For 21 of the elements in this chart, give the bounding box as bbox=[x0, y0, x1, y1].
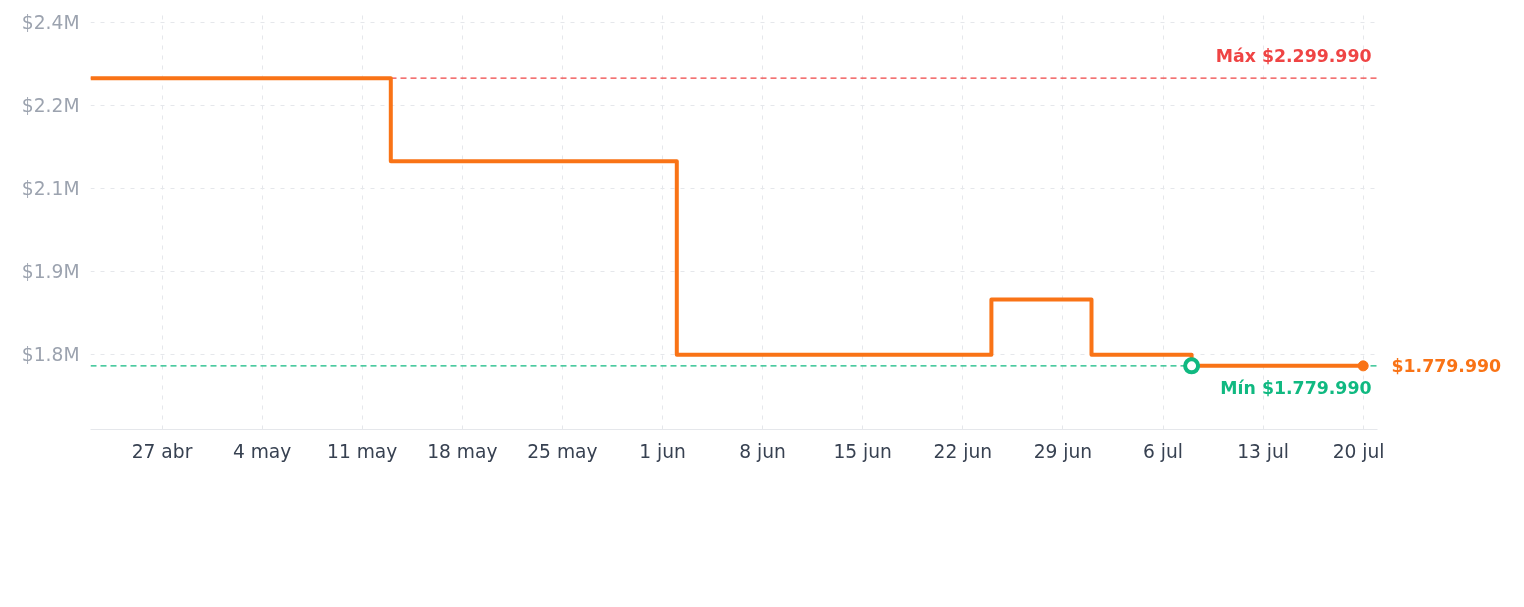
x-tick-label: 25 may bbox=[527, 440, 598, 462]
x-tick-label: 29 jun bbox=[1033, 440, 1093, 462]
x-tick-label: 22 jun bbox=[933, 440, 993, 462]
x-tick-label: 27 abr bbox=[131, 440, 193, 462]
annotation: $1.779.990 bbox=[1391, 355, 1502, 376]
x-tick-label: 11 may bbox=[327, 440, 398, 462]
ref-line-label: Mín $1.779.990 bbox=[1220, 377, 1372, 398]
x-tick-label: 18 may bbox=[427, 440, 498, 462]
x-tick-label: 13 jul bbox=[1237, 440, 1290, 462]
y-tick-label: $2.4M bbox=[21, 12, 80, 34]
x-tick-label: 1 jun bbox=[639, 440, 686, 462]
y-tick-label: $1.8M bbox=[21, 344, 80, 366]
y-tick-label: $2.2M bbox=[21, 95, 80, 117]
x-tick-label: 15 jun bbox=[833, 440, 892, 462]
x-tick-label: 4 may bbox=[232, 440, 292, 462]
x-tick-label: 8 jun bbox=[739, 440, 786, 462]
y-tick-label: $1.9M bbox=[21, 261, 80, 283]
x-tick-label: 20 jul bbox=[1332, 440, 1385, 462]
y-tick-label: $2.1M bbox=[21, 178, 80, 200]
ref-line-label: Máx $2.299.990 bbox=[1215, 46, 1372, 67]
x-tick-label: 6 jul bbox=[1143, 440, 1183, 462]
